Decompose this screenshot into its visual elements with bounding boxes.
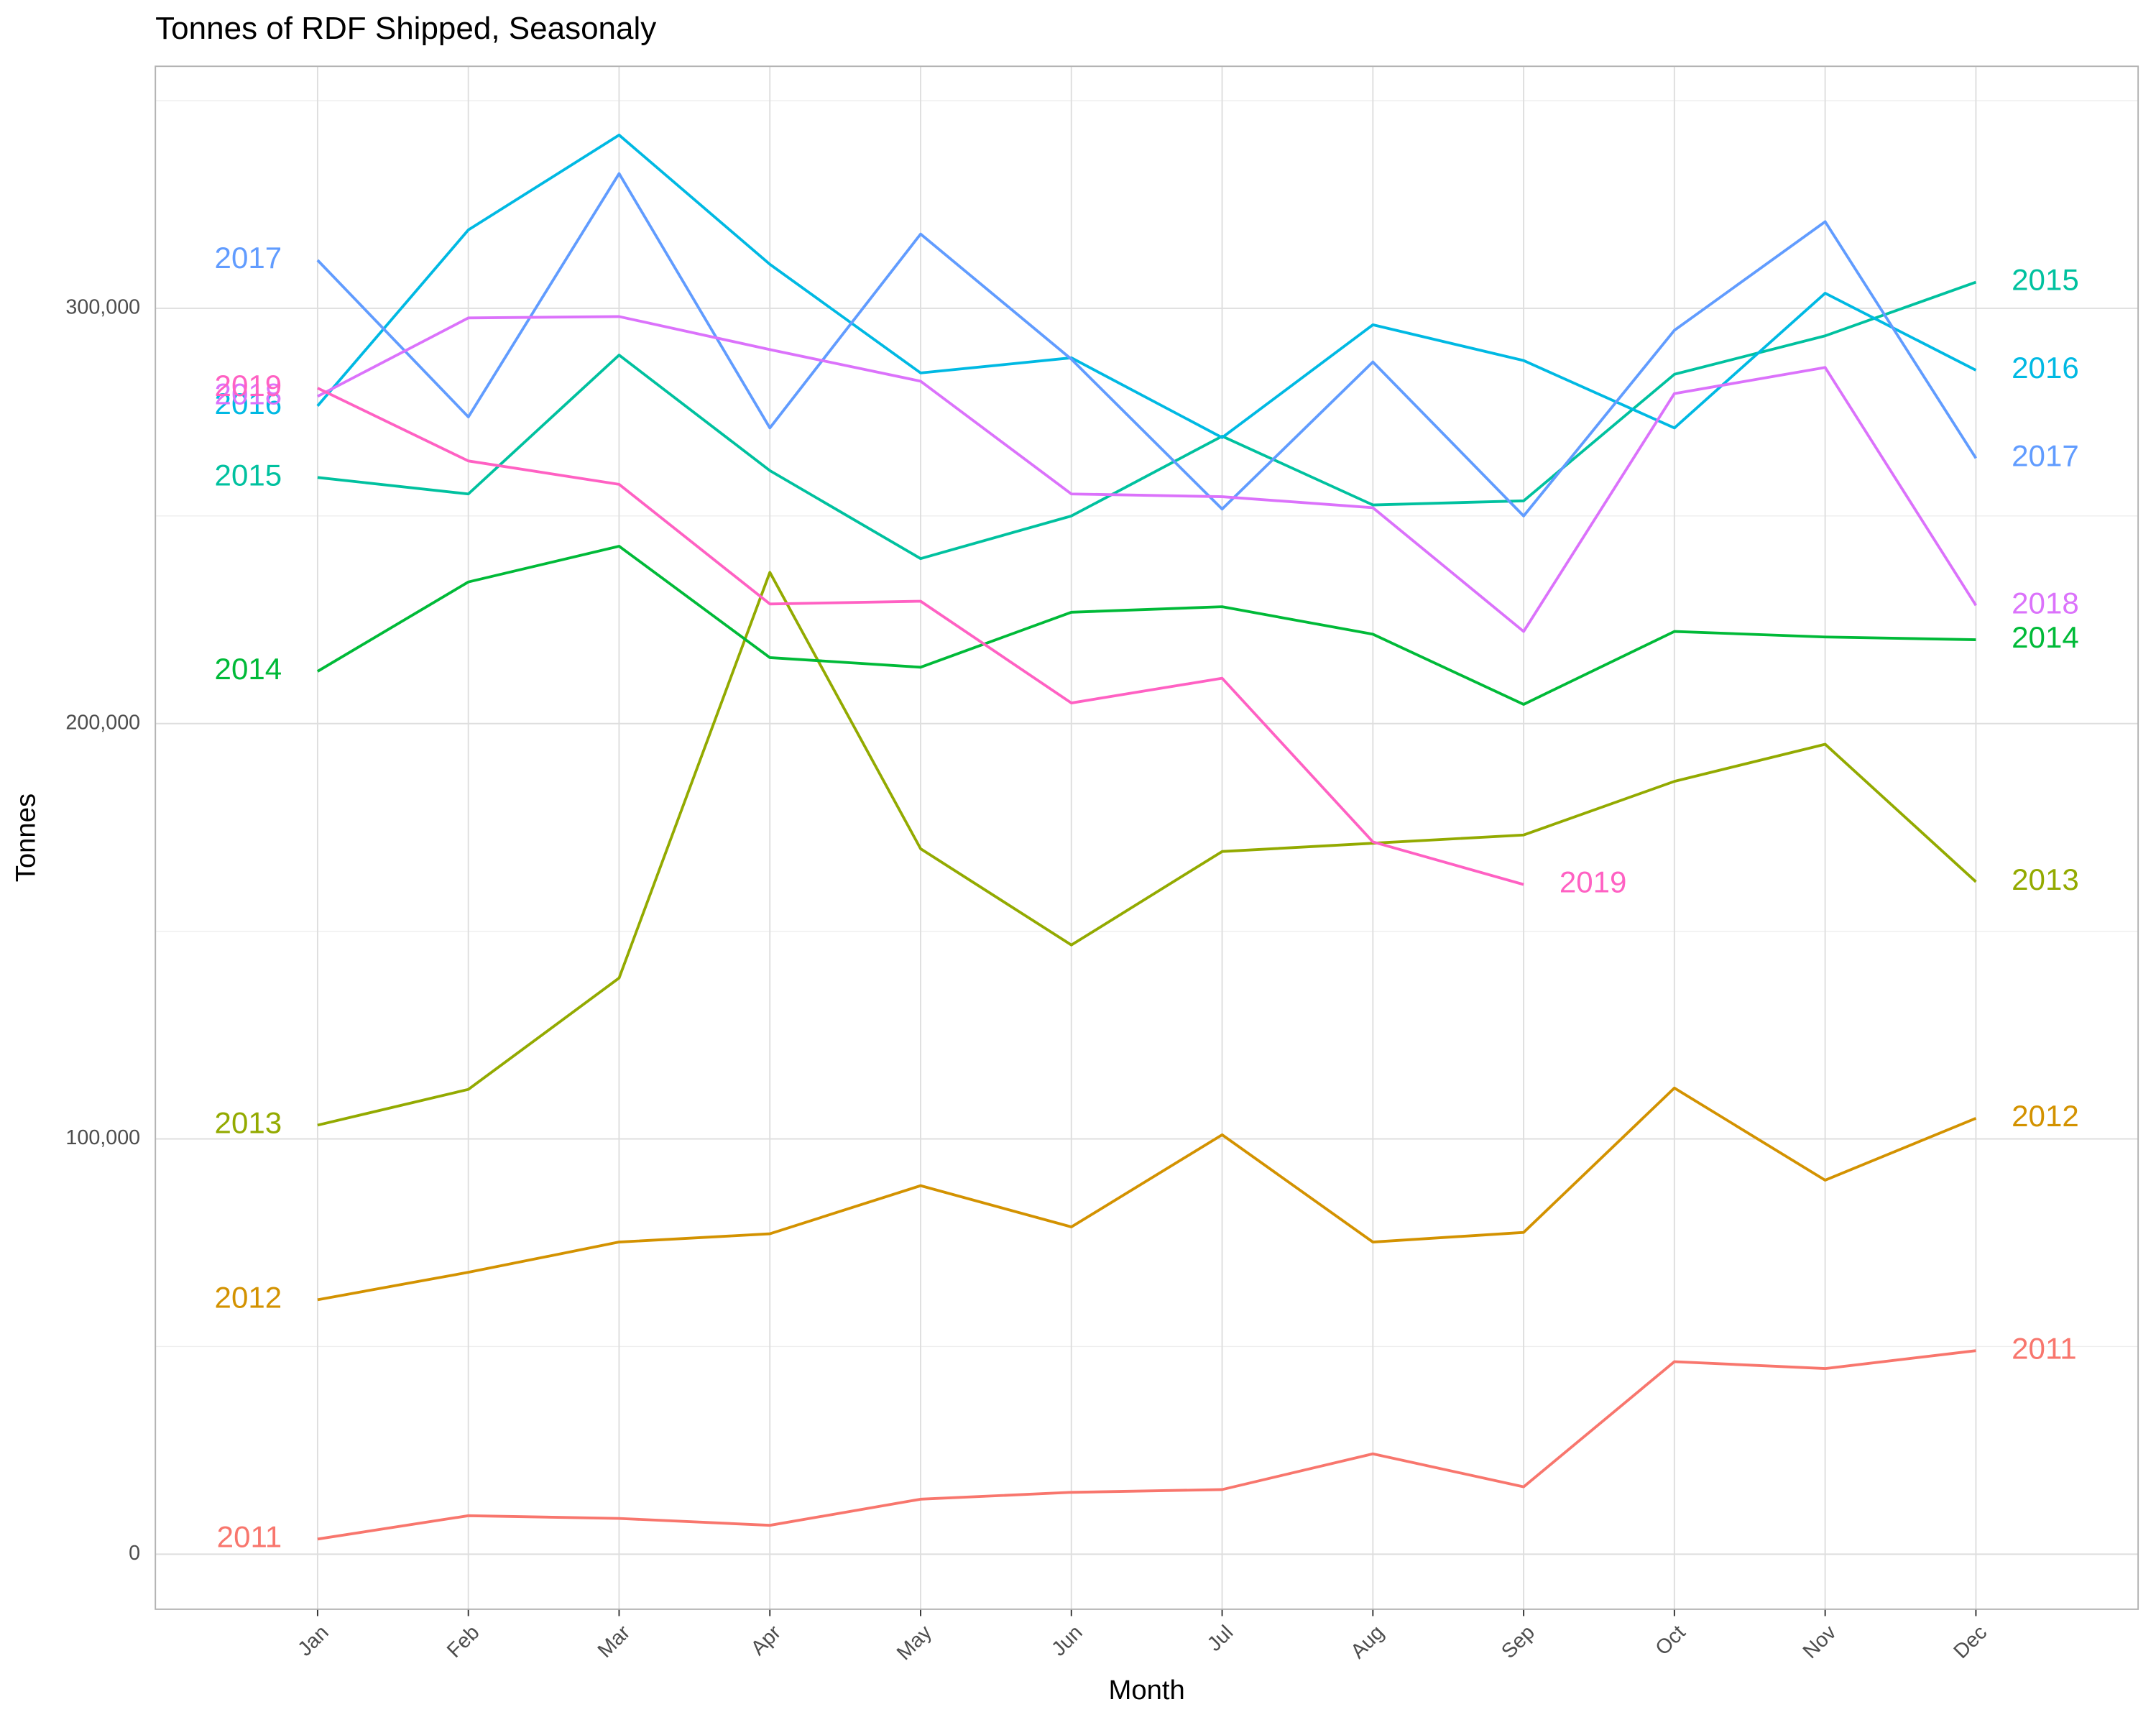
series-label-left: 2013 (215, 1106, 282, 1140)
series-label-left: 2019 (215, 369, 282, 402)
y-axis-title: Tonnes (10, 794, 41, 882)
series-label-right: 2018 (2012, 586, 2079, 620)
series-label-right: 2017 (2012, 439, 2079, 473)
series-label-left: 2015 (215, 458, 282, 492)
series-label-right: 2016 (2012, 351, 2079, 385)
y-tick-label: 0 (129, 1542, 140, 1565)
series-line (317, 280, 1977, 561)
panel-border (155, 65, 2139, 1610)
series-label-right: 2013 (2012, 862, 2079, 896)
y-tick-label: 200,000 (65, 711, 140, 734)
series-line (316, 172, 1978, 518)
series-line (316, 545, 1976, 706)
series-label-right: 2015 (2012, 263, 2079, 297)
chart-title: Tonnes of RDF Shipped, Seasonaly (155, 11, 656, 46)
series-label-left: 2018 (215, 377, 282, 411)
series-label-right: 2014 (2012, 620, 2079, 654)
series-label-right: 2011 (2012, 1331, 2076, 1365)
series-line (317, 315, 1978, 633)
series-label-right: 2019 (1560, 865, 1627, 899)
y-tick-label: 300,000 (65, 296, 140, 319)
series-line (317, 387, 1524, 886)
y-tick-label: 100,000 (65, 1126, 140, 1149)
series-label-left: 2016 (215, 387, 282, 420)
series-label-left: 2012 (215, 1281, 282, 1315)
series-line (317, 571, 1977, 1127)
series-label-left: 2011 (217, 1519, 282, 1553)
series-line (317, 1349, 1976, 1541)
x-axis-title: Month (1109, 1675, 1185, 1706)
series-line (317, 1086, 1977, 1302)
series-line (316, 133, 1977, 439)
series-label-left: 2017 (215, 241, 282, 275)
series-label-left: 2014 (215, 652, 282, 686)
series-label-right: 2012 (2012, 1099, 2079, 1133)
